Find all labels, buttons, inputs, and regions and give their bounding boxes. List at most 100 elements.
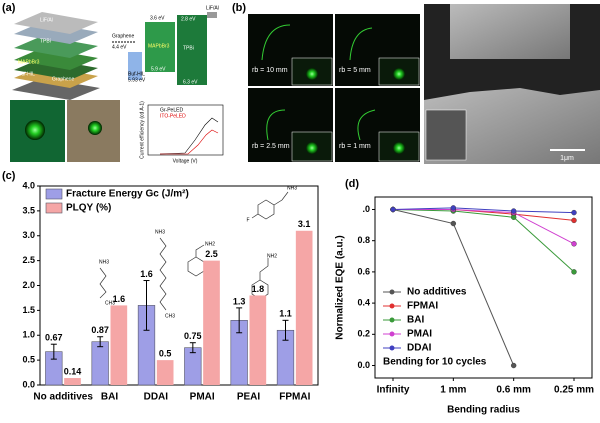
value-label: 0.67 [45, 333, 63, 343]
value-label: 3.1 [298, 219, 311, 229]
layer-label: Buf-HIL [18, 71, 35, 77]
series-line [392, 208, 575, 273]
legend-label: PMAI [407, 329, 432, 340]
y-tick-label: 2.0 [22, 280, 35, 290]
series-marker [510, 214, 517, 220]
legend-marker [389, 289, 395, 295]
molecule-label: CH3 [105, 300, 115, 306]
plot-frame [374, 196, 593, 379]
molecule-label: CH3 [165, 313, 175, 319]
legend-marker [389, 317, 395, 323]
value-label: 0.14 [64, 366, 82, 376]
band-label: Buf-HIL [128, 71, 145, 77]
legend-marker [389, 331, 395, 337]
y-tick-label: 0.2 [357, 329, 370, 339]
value-label: 1.3 [233, 296, 246, 306]
series-marker [390, 206, 396, 213]
x-tick-label: FPMAI [279, 392, 310, 403]
x-tick-label: Infinity [377, 385, 410, 396]
layer-label: MAPbBr3 [18, 59, 40, 65]
y-tick-label: 4.0 [22, 180, 35, 190]
y-tick-label: 0.5 [22, 355, 35, 365]
x-tick-label: No additives [33, 392, 93, 403]
x-tick-label: 0.25 mm [554, 385, 594, 396]
bar [184, 347, 202, 386]
efficiency-plot [147, 104, 224, 156]
molecule-label: NH2 [267, 253, 277, 259]
legend-label: Fracture Energy Gc (J/m²) [66, 189, 189, 200]
axis-label: Current efficiency (cd A-1) [139, 101, 145, 159]
panel-label: (d) [345, 178, 359, 190]
molecule-label: NH3 [287, 185, 297, 191]
series-marker [571, 269, 577, 275]
plot-frame [39, 185, 319, 386]
x-tick-label: PMAI [190, 392, 215, 403]
legend-marker [389, 345, 395, 351]
series-marker [571, 209, 577, 216]
band-label: TPBi [183, 45, 194, 51]
value-label: 1.6 [113, 294, 126, 304]
band-label: 5.93 eV [128, 77, 146, 83]
x-tick-label: 0.6 mm [496, 385, 531, 396]
legend-label: ITO-PeLED [160, 113, 186, 119]
legend-label: BAI [407, 315, 424, 326]
series-marker [571, 217, 577, 224]
y-tick-label: 3.5 [22, 205, 35, 215]
series-marker [510, 362, 517, 369]
bending-photos [248, 14, 420, 162]
y-tick-label: 2.5 [22, 255, 35, 265]
sem-image [424, 4, 600, 164]
series-marker [450, 220, 457, 227]
band-label: Graphene [112, 33, 134, 39]
molecule-label: NH3 [155, 229, 165, 235]
band-label: MAPbBr3 [148, 43, 170, 49]
x-tick-label: 1 mm [440, 385, 466, 396]
bar [156, 360, 174, 385]
layer-label: TPBi [40, 38, 51, 44]
y-tick-label: .0 [362, 204, 370, 214]
band-label: 4.4 eV [112, 44, 127, 50]
band-label: 2.8 eV [181, 16, 196, 22]
y-axis-label: Normalized EQE (a.u.) [335, 235, 346, 339]
value-label: 0.87 [91, 325, 109, 335]
legend-label: PLQY (%) [66, 203, 111, 214]
series-marker [571, 241, 577, 247]
x-tick-label: PEAI [237, 392, 261, 403]
photo-label: rb = 2.5 mm [252, 143, 290, 150]
value-label: 0.75 [184, 331, 202, 341]
value-label: 1.1 [279, 309, 292, 319]
legend-label: Gr-PeLED [160, 107, 183, 113]
photo-glow [25, 120, 45, 140]
legend-label: FPMAI [407, 301, 438, 312]
y-tick-label: 0.8 [357, 235, 370, 245]
bar [249, 295, 267, 385]
series-marker [450, 205, 457, 211]
photo-label: rb = 1 mm [339, 143, 371, 150]
photo-glow [88, 121, 102, 135]
y-tick-label: 0.4 [357, 297, 370, 307]
band-label: LiF/Al [206, 5, 219, 11]
panel-label: (b) [232, 2, 246, 14]
bar [64, 378, 81, 385]
y-tick-label: 0.6 [357, 266, 370, 276]
panel-label: (a) [2, 2, 16, 14]
photo-label: rb = 5 mm [339, 67, 371, 74]
band-diagram [112, 12, 217, 85]
legend-note: Bending for 10 cycles [383, 357, 487, 368]
band-label: 6.3 eV [183, 79, 198, 85]
y-tick-label: 0.0 [357, 360, 370, 370]
x-tick-label: DDAI [144, 392, 169, 403]
band-label: 3.6 eV [150, 15, 165, 21]
y-tick-label: 0.0 [22, 379, 35, 389]
y-tick-label: 3.0 [22, 230, 35, 240]
bar [203, 260, 220, 385]
molecule-label: F [246, 217, 249, 223]
layer-label: Graphene [52, 76, 74, 82]
axis-label: Voltage (V) [173, 158, 198, 164]
legend-label: No additives [407, 287, 467, 298]
legend-label: DDAI [407, 343, 432, 354]
x-axis-label: Bending radius [447, 405, 520, 416]
series-line [393, 208, 575, 245]
molecules [99, 191, 289, 311]
